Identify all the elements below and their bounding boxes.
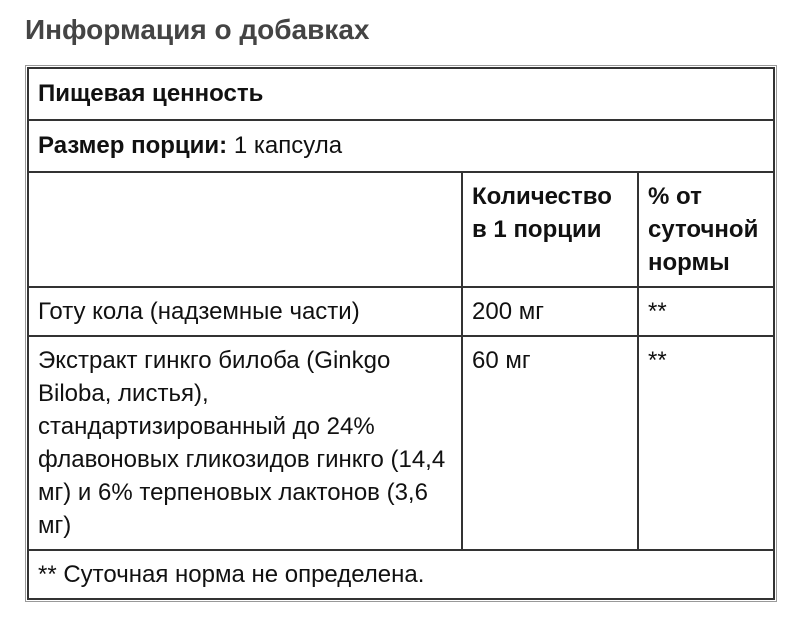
footnote: ** Суточная норма не определена. [27, 549, 775, 600]
ingredient-dv: ** [637, 286, 775, 337]
table-row: Готу кола (надземные части) 200 мг ** [27, 286, 775, 337]
ingredient-dv: ** [637, 335, 775, 551]
ingredient-name: Готу кола (надземные части) [27, 286, 463, 337]
serving-label: Размер порции: [38, 132, 228, 159]
serving-value: 1 капсула [227, 132, 343, 159]
table-heading: Пищевая ценность [27, 67, 775, 121]
serving-size: Размер порции: 1 капсула [27, 119, 775, 173]
ingredient-amount: 200 мг [461, 286, 639, 337]
ingredient-amount: 60 мг [461, 335, 639, 551]
table-row: Экстракт гинкго билоба (Ginkgo Biloba, л… [27, 335, 775, 551]
ingredient-name: Экстракт гинкго билоба (Ginkgo Biloba, л… [27, 335, 463, 551]
column-header-row: Количество в 1 порции % от суточной норм… [27, 171, 775, 288]
column-header [27, 171, 463, 288]
supplement-facts-table: Пищевая ценность Размер порции: 1 капсул… [25, 65, 777, 602]
column-header-dv: % от суточной нормы [637, 171, 775, 288]
column-header-amount: Количество в 1 порции [461, 171, 639, 288]
page-title: Информация о добавках [25, 14, 370, 45]
